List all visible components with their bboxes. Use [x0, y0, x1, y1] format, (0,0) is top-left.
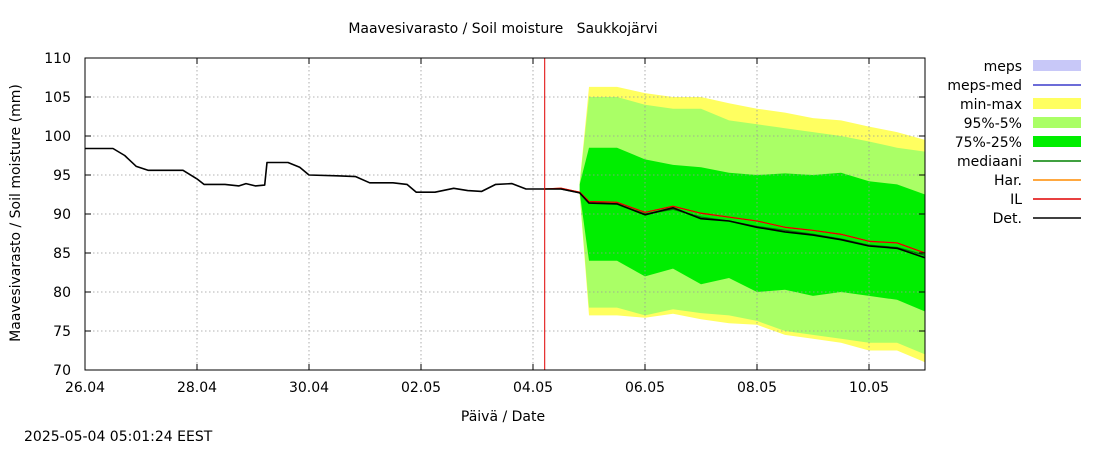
x-tick-label: 02.05: [401, 380, 441, 396]
legend-swatch: [1033, 60, 1081, 71]
y-tick-label: 75: [53, 324, 71, 340]
chart-title: Maavesivarasto / Soil moisture Saukkojär…: [348, 21, 657, 37]
y-tick-label: 95: [53, 168, 71, 184]
y-tick-label: 90: [53, 207, 71, 223]
x-tick-label: 30.04: [289, 380, 329, 396]
x-tick-label: 04.05: [513, 380, 553, 396]
y-tick-label: 100: [44, 129, 71, 145]
y-tick-label: 70: [53, 363, 71, 379]
series-lines: [85, 147, 926, 259]
legend-label: meps: [984, 59, 1022, 75]
forecast-bands: [579, 86, 925, 363]
legend-swatch: [1033, 136, 1081, 147]
legend-label: mediaani: [957, 154, 1022, 170]
y-tick-label: 85: [53, 246, 71, 262]
y-tick-label: 105: [44, 90, 71, 106]
y-tick-label: 110: [44, 51, 71, 67]
legend-label: Det.: [993, 211, 1022, 227]
x-tick-label: 06.05: [625, 380, 665, 396]
grid-lines: [85, 58, 925, 370]
y-axis-label: Maavesivarasto / Soil moisture (mm): [8, 84, 24, 342]
x-axis-label: Päivä / Date: [461, 409, 545, 425]
legend: meps meps-med min-max 95%-5% 75%-25% mediaani…: [947, 59, 1081, 227]
x-tick-label: 26.04: [65, 380, 105, 396]
x-tick-label: 08.05: [737, 380, 777, 396]
legend-label: min-max: [960, 97, 1022, 113]
x-tick-label: 28.04: [177, 380, 217, 396]
band-75-25-: [579, 147, 925, 312]
legend-label: 95%-5%: [964, 116, 1022, 132]
y-tick-label: 80: [53, 285, 71, 301]
x-tick-label: 10.05: [849, 380, 889, 396]
legend-label: 75%-25%: [955, 135, 1022, 151]
series-observed: [85, 147, 545, 193]
generation-timestamp: 2025-05-04 05:01:24 EEST: [24, 429, 213, 445]
legend-label: Har.: [994, 173, 1022, 189]
y-axis-ticks: 70 75 80 85 90 95 100 105 110: [44, 51, 925, 379]
legend-swatch: [1033, 98, 1081, 109]
legend-label: IL: [1010, 192, 1022, 208]
series-det: [544, 188, 926, 259]
legend-swatch: [1033, 117, 1081, 128]
x-axis-ticks: 26.04 28.04 30.04 02.05 04.05 06.05 08.05 10.05: [65, 58, 889, 396]
legend-label: meps-med: [947, 78, 1022, 94]
